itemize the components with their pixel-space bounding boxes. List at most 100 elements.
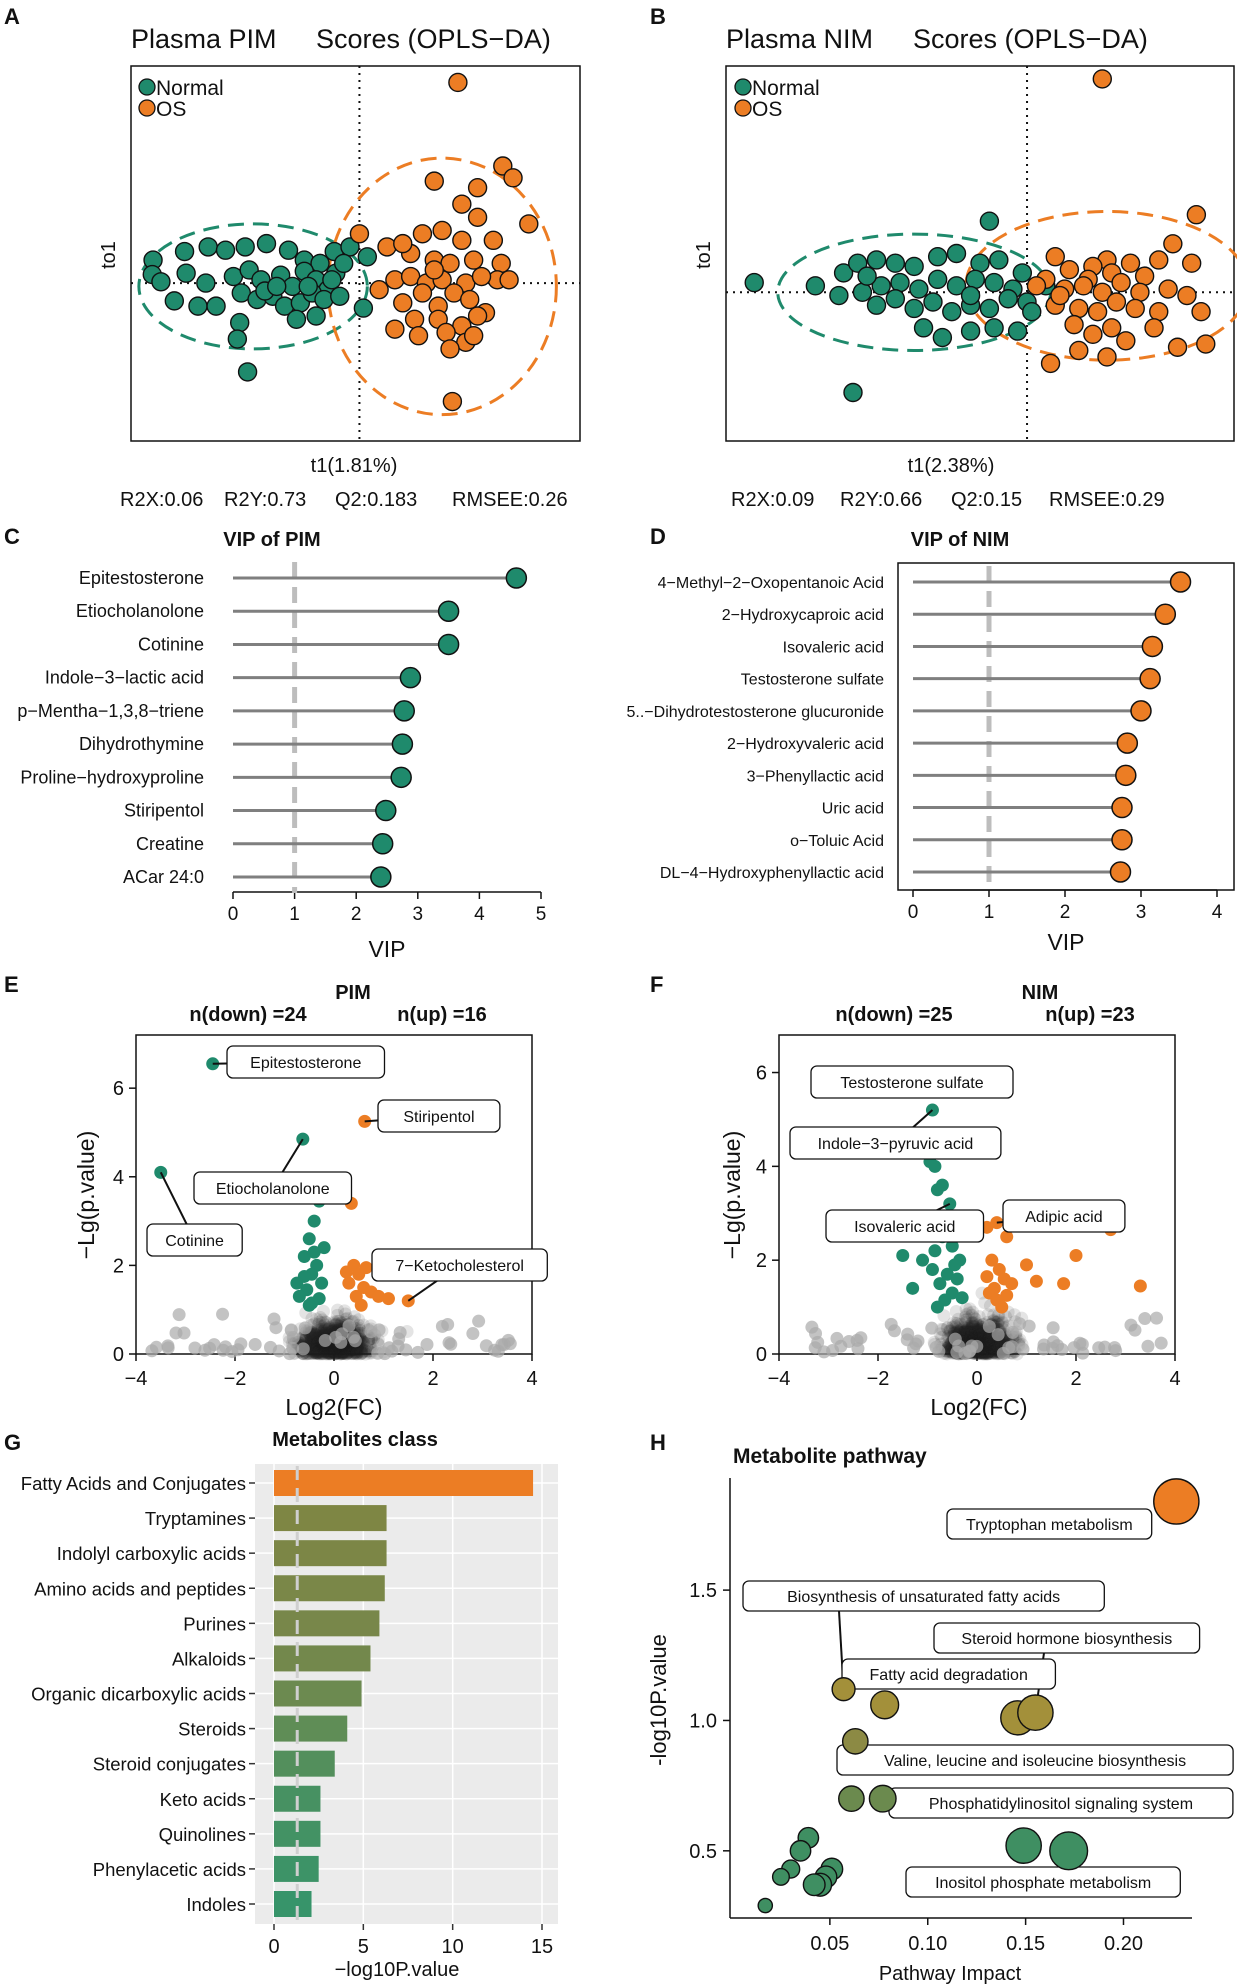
category-label: Etiocholanolone xyxy=(76,601,204,621)
background-point xyxy=(975,1329,989,1343)
nonsig-point xyxy=(442,1336,456,1350)
panel-d: VIP of NIM 0 1 2 3 4 4−Methyl−2−Oxopentanoic … xyxy=(627,529,1235,955)
nonsig-point xyxy=(851,1342,865,1356)
score-point-os xyxy=(1102,318,1122,338)
lollipop-dot xyxy=(1139,667,1161,690)
background-point xyxy=(328,1318,342,1332)
background-point xyxy=(968,1327,982,1341)
background-point xyxy=(945,1320,959,1334)
background-point xyxy=(311,1346,325,1360)
background-point xyxy=(308,1338,322,1352)
background-point xyxy=(315,1343,329,1357)
background-point xyxy=(305,1334,319,1348)
category-label: Proline−hydroxyproline xyxy=(20,767,204,787)
score-point-normal xyxy=(843,382,863,403)
background-point xyxy=(333,1345,347,1359)
nonsig-point xyxy=(1150,1311,1164,1325)
background-point xyxy=(958,1324,972,1338)
down-regulated-point xyxy=(302,1232,316,1246)
nonsig-point xyxy=(805,1320,819,1334)
down-regulated-point xyxy=(906,1281,920,1295)
background-point xyxy=(347,1345,361,1359)
background-point xyxy=(322,1321,336,1335)
background-point xyxy=(983,1342,997,1356)
x-tick-label: 0 xyxy=(268,1936,279,1958)
background-point xyxy=(982,1344,996,1358)
background-point xyxy=(347,1346,361,1360)
x-tick-label: 0 xyxy=(228,904,239,925)
background-point xyxy=(980,1331,994,1345)
background-point xyxy=(959,1315,973,1329)
background-point xyxy=(321,1345,335,1359)
lollipop-dot xyxy=(393,700,415,722)
background-point xyxy=(320,1346,334,1360)
y-axis-label: to1 xyxy=(693,241,715,269)
score-point-normal xyxy=(927,269,948,290)
background-point xyxy=(980,1333,994,1347)
background-point xyxy=(984,1341,998,1355)
y-tick-label: 2 xyxy=(113,1255,124,1277)
label-text: Indole−3−pyruvic acid xyxy=(818,1136,974,1153)
score-point-normal xyxy=(885,289,906,309)
x-tick-label: 2 xyxy=(427,1368,438,1390)
nonsig-point xyxy=(385,1344,399,1358)
legend-marker-os xyxy=(138,99,156,117)
score-point-os xyxy=(1177,285,1197,306)
score-point-os xyxy=(1158,279,1178,299)
nonsig-point xyxy=(1075,1337,1089,1351)
background-point xyxy=(987,1338,1001,1352)
score-point-os xyxy=(442,391,463,412)
background-point xyxy=(984,1337,998,1351)
nonsig-point xyxy=(347,1330,361,1344)
score-point-normal xyxy=(927,247,948,267)
score-point-normal xyxy=(188,296,208,316)
background-point xyxy=(968,1329,982,1343)
nonsig-point xyxy=(231,1343,245,1357)
lollipop-dot xyxy=(390,766,412,789)
nonsig-point xyxy=(1108,1341,1122,1355)
nonsig-point xyxy=(952,1339,966,1353)
nonsig-point xyxy=(411,1345,425,1359)
background-point xyxy=(965,1326,979,1340)
background-point xyxy=(983,1340,997,1354)
nonsig-point xyxy=(296,1342,310,1356)
background-point xyxy=(316,1347,330,1361)
background-point xyxy=(962,1321,976,1335)
class-bar xyxy=(274,1470,534,1496)
score-point-os xyxy=(471,266,492,287)
x-axis-label: Log2(FC) xyxy=(930,1394,1027,1420)
background-point xyxy=(981,1343,995,1357)
background-point xyxy=(321,1346,335,1360)
class-bar xyxy=(274,1891,312,1917)
background-point xyxy=(316,1316,330,1330)
x-tick-label: 3 xyxy=(413,904,424,925)
stat-q2: Q2:0.15 xyxy=(951,489,1022,511)
background-point xyxy=(981,1335,995,1349)
background-point xyxy=(995,1316,1009,1330)
score-point-os xyxy=(1181,253,1202,273)
background-point xyxy=(317,1344,331,1358)
category-label: Organic dicarboxylic acids xyxy=(31,1684,246,1705)
score-point-os xyxy=(369,279,389,300)
background-point xyxy=(328,1346,342,1360)
background-point xyxy=(310,1346,324,1360)
background-point xyxy=(965,1308,979,1322)
background-point xyxy=(983,1341,997,1355)
background-point xyxy=(982,1336,996,1350)
category-label: o−Toluic Acid xyxy=(790,833,884,850)
background-point xyxy=(986,1341,1000,1355)
background-point xyxy=(961,1326,975,1340)
background-point xyxy=(311,1322,325,1336)
score-point-os xyxy=(440,339,460,359)
background-point xyxy=(354,1345,368,1359)
category-label: Stiripentol xyxy=(124,801,204,821)
background-point xyxy=(355,1346,369,1360)
background-point xyxy=(981,1338,995,1352)
score-point-os xyxy=(467,178,488,198)
label-text: Tryptophan metabolism xyxy=(966,1517,1133,1534)
down-regulated-point xyxy=(297,1250,311,1264)
down-regulated-point xyxy=(317,1241,331,1255)
background-point xyxy=(307,1346,321,1360)
score-point-os xyxy=(1059,259,1080,280)
chart-title: Metabolite pathway xyxy=(733,1445,927,1468)
